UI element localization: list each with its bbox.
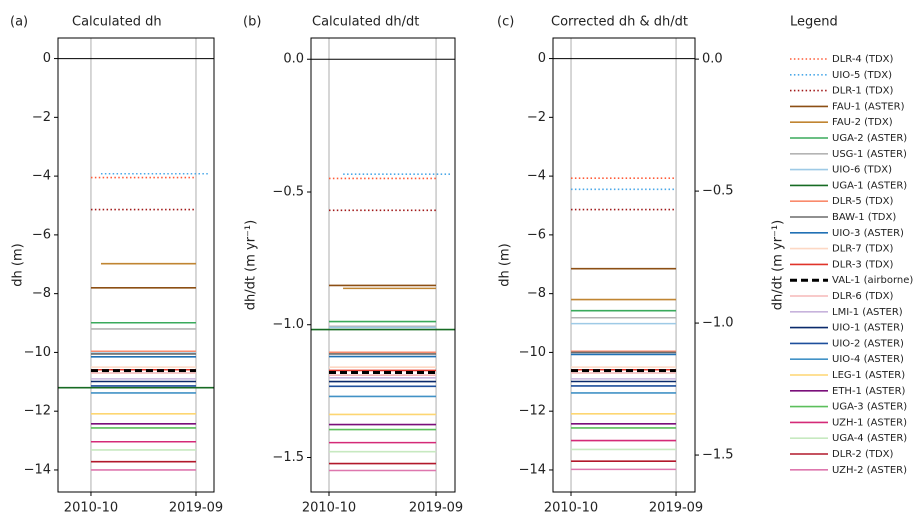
panel-title: Corrected dh & dh/dt: [551, 15, 688, 30]
legend-label: UIO-2 (ASTER): [832, 338, 904, 349]
y2-tick-label: −1.5: [702, 448, 734, 463]
legend-label: UIO-5 (TDX): [832, 70, 892, 81]
legend-label: DLR-2 (TDX): [832, 449, 894, 460]
legend-label: USG-1 (ASTER): [832, 149, 907, 160]
legend-label: ETH-1 (ASTER): [832, 386, 906, 397]
legend-label: DLR-6 (TDX): [832, 291, 894, 302]
axes-frame: [57, 37, 215, 493]
y2-axis-label: dh/dt (m yr⁻¹): [771, 220, 786, 310]
y-tick-label: −12: [519, 404, 546, 419]
panel-label: (c): [497, 15, 514, 30]
legend-label: UZH-1 (ASTER): [832, 417, 907, 428]
legend-label: FAU-1 (ASTER): [832, 101, 905, 112]
panel-title: Calculated dh/dt: [312, 15, 419, 30]
legend-label: UIO-3 (ASTER): [832, 228, 904, 239]
y2-tick-label: −0.5: [702, 184, 734, 199]
x-tick-label: 2019-09: [649, 501, 703, 516]
legend-label: LMI-1 (ASTER): [832, 307, 903, 318]
legend-label: UGA-1 (ASTER): [832, 180, 907, 191]
y-tick-label: −10: [24, 345, 51, 360]
legend-label: DLR-1 (TDX): [832, 86, 894, 97]
x-tick-label: 2019-09: [409, 501, 463, 516]
y-tick-label: −14: [519, 462, 546, 477]
legend-label: LEG-1 (ASTER): [832, 370, 905, 381]
y-tick-label: −6: [527, 227, 546, 242]
panel-label: (a): [10, 15, 28, 30]
y-tick-label: −1.0: [272, 317, 304, 332]
legend-label: DLR-4 (TDX): [832, 54, 894, 65]
y2-tick-label: −1.0: [702, 316, 734, 331]
x-tick-label: 2010-10: [302, 501, 356, 516]
y-tick-label: −1.5: [272, 450, 304, 465]
y-tick-label: 0.0: [283, 52, 304, 67]
legend-label: DLR-5 (TDX): [832, 196, 894, 207]
legend-label: UGA-2 (ASTER): [832, 133, 907, 144]
y-tick-label: −0.5: [272, 184, 304, 199]
y-tick-label: −2: [32, 110, 51, 125]
legend-label: VAL-1 (airborne): [832, 275, 913, 286]
legend-title: Legend: [790, 15, 838, 30]
legend-label: UIO-4 (ASTER): [832, 354, 904, 365]
y2-tick-label: 0.0: [702, 52, 723, 67]
y-tick-label: −4: [32, 169, 51, 184]
x-tick-label: 2010-10: [64, 501, 118, 516]
y-tick-label: −6: [32, 227, 51, 242]
y-tick-label: −8: [32, 286, 51, 301]
legend-label: UGA-3 (ASTER): [832, 402, 907, 413]
y-tick-label: 0: [43, 51, 51, 66]
y-tick-label: 0: [538, 51, 546, 66]
y-tick-label: −12: [24, 404, 51, 419]
legend-label: UGA-4 (ASTER): [832, 433, 907, 444]
legend-label: FAU-2 (TDX): [832, 117, 893, 128]
legend-label: UIO-6 (TDX): [832, 165, 892, 176]
axes-frame: [310, 37, 456, 493]
y-axis-label: dh (m): [498, 243, 513, 286]
y-tick-label: −4: [527, 169, 546, 184]
legend-label: DLR-3 (TDX): [832, 259, 894, 270]
panel-label: (b): [243, 15, 261, 30]
legend-label: UZH-2 (ASTER): [832, 465, 907, 476]
y-tick-label: −14: [24, 462, 51, 477]
y-tick-label: −2: [527, 110, 546, 125]
y-axis-label: dh (m): [11, 243, 26, 286]
y-axis-label: dh/dt (m yr⁻¹): [244, 220, 259, 310]
legend-label: DLR-7 (TDX): [832, 244, 894, 255]
panel-title: Calculated dh: [72, 15, 162, 30]
legend-label: UIO-1 (ASTER): [832, 323, 904, 334]
y-tick-label: −10: [519, 345, 546, 360]
legend-label: BAW-1 (TDX): [832, 212, 896, 223]
x-tick-label: 2010-10: [544, 501, 598, 516]
x-tick-label: 2019-09: [169, 501, 223, 516]
axes-frame: [552, 37, 696, 493]
y-tick-label: −8: [527, 286, 546, 301]
